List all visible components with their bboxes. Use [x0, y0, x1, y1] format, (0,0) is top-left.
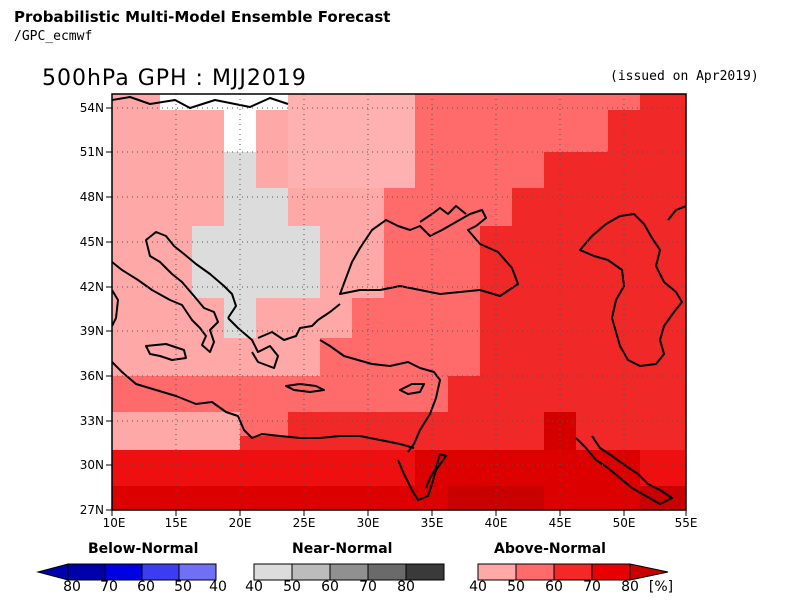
legend-above-tick: 40: [469, 579, 487, 595]
legend-swatch: [67, 563, 106, 581]
coastline-caspian: [579, 213, 683, 367]
lon-tick-label: 45E: [549, 516, 572, 530]
lon-tick-label: 25E: [293, 516, 316, 530]
lat-tick-label: 42N: [80, 280, 104, 294]
legend-swatch: [515, 563, 555, 581]
legend-swatch: [405, 563, 445, 581]
coastline-sicily: [145, 343, 187, 361]
lat-tick-label: 51N: [80, 145, 104, 159]
legend-near-tick: 80: [397, 579, 415, 595]
legend-above-normal: [477, 563, 669, 581]
legend-above-title: Above-Normal: [494, 541, 606, 557]
legend-swatch: [477, 563, 517, 581]
legend-near-normal: [253, 563, 445, 581]
legend-near-tick: 70: [359, 579, 377, 595]
map-frame: [111, 93, 687, 511]
lat-tick-label: 33N: [80, 414, 104, 428]
lon-tick-label: 35E: [421, 516, 444, 530]
field-above-70: [544, 412, 576, 450]
lon-tick-label: 30E: [357, 516, 380, 530]
field-no-signal: [224, 110, 256, 152]
lon-tick-label: 20E: [229, 516, 252, 530]
legend-unit: [%]: [648, 579, 674, 595]
legend-below-title: Below-Normal: [88, 541, 199, 557]
coastline-black-sea: [339, 209, 519, 297]
legend-below-normal: [36, 563, 217, 581]
lat-tick-label: 45N: [80, 235, 104, 249]
legend-above-tick: 80: [621, 579, 639, 595]
legend-swatch: [141, 563, 180, 581]
coastline-crete: [285, 383, 325, 393]
map-title: 500hPa GPH : MJJ2019: [42, 66, 307, 91]
lat-tick-label: 27N: [80, 503, 104, 517]
legend-below-tick: 60: [137, 579, 155, 595]
legend-swatch: [553, 563, 593, 581]
coastline-north-africa: [112, 361, 415, 449]
probability-field: [112, 94, 686, 510]
coastline-italy: [112, 231, 237, 353]
coastline-crimea: [419, 205, 467, 223]
legend-swatch: [591, 563, 631, 581]
figure-subtitle: /GPC_ecmwf: [14, 29, 93, 44]
field-above-80: [640, 486, 686, 510]
legend-below-tick: 70: [100, 579, 118, 595]
coastline-north: [112, 96, 289, 109]
figure-title: Probabilistic Multi-Model Ensemble Forec…: [14, 8, 391, 26]
legend-swatch: [253, 563, 293, 581]
latitude-axis: 54N 51N 48N 45N 42N 39N 36N 33N 30N 27N: [80, 101, 112, 517]
lat-tick-label: 39N: [80, 324, 104, 338]
lat-tick-label: 54N: [80, 101, 104, 115]
coastline-sardinia: [112, 289, 119, 327]
legend-near-title: Near-Normal: [292, 541, 393, 557]
legend-swatch: [291, 563, 331, 581]
legend-near-tick: 50: [283, 579, 301, 595]
field-near-40: [160, 94, 320, 338]
legend-above-tick: 70: [583, 579, 601, 595]
gridlines: [112, 94, 686, 510]
field-above-50: [112, 94, 640, 436]
field-above-70: [415, 450, 640, 486]
legend-below-tick: 80: [63, 579, 81, 595]
field-above-40: [288, 94, 415, 188]
issued-date: (issued on Apr2019): [610, 69, 759, 84]
lon-tick-label: 55E: [675, 516, 698, 530]
lon-tick-label: 10E: [103, 516, 126, 530]
coastlines: [112, 96, 686, 505]
coastline-cyprus: [399, 383, 425, 395]
field-above-60: [112, 94, 686, 510]
legend-swatch: [329, 563, 369, 581]
legend-arrow-left: [36, 563, 69, 581]
longitude-axis: 10E 15E 20E 25E 30E 35E 40E 45E 50E 55E: [103, 510, 698, 530]
legend-above-tick: 60: [545, 579, 563, 595]
lon-tick-label: 15E: [165, 516, 188, 530]
legend-below-tick: 50: [174, 579, 192, 595]
coastline-aegean: [257, 303, 341, 341]
legend-swatch: [104, 563, 143, 581]
coastline-turkey-levant: [319, 339, 441, 453]
lon-tick-label: 40E: [485, 516, 508, 530]
lat-tick-label: 48N: [80, 190, 104, 204]
legend-above-tick: 50: [507, 579, 525, 595]
lat-tick-label: 36N: [80, 369, 104, 383]
coastline-persian-gulf: [575, 435, 673, 505]
legend-near-tick: 40: [245, 579, 263, 595]
legend-below-tick: 40: [209, 579, 227, 595]
legend-near-tick: 60: [321, 579, 339, 595]
lon-tick-label: 50E: [613, 516, 636, 530]
coastline-aral: [667, 205, 686, 221]
coastline-red-sea: [397, 453, 447, 501]
legend-arrow-right: [629, 563, 669, 581]
lat-tick-label: 30N: [80, 458, 104, 472]
legend-swatch: [178, 563, 217, 581]
coastline-greece: [227, 317, 279, 369]
legend-swatch: [367, 563, 407, 581]
field-above-70: [112, 486, 686, 510]
